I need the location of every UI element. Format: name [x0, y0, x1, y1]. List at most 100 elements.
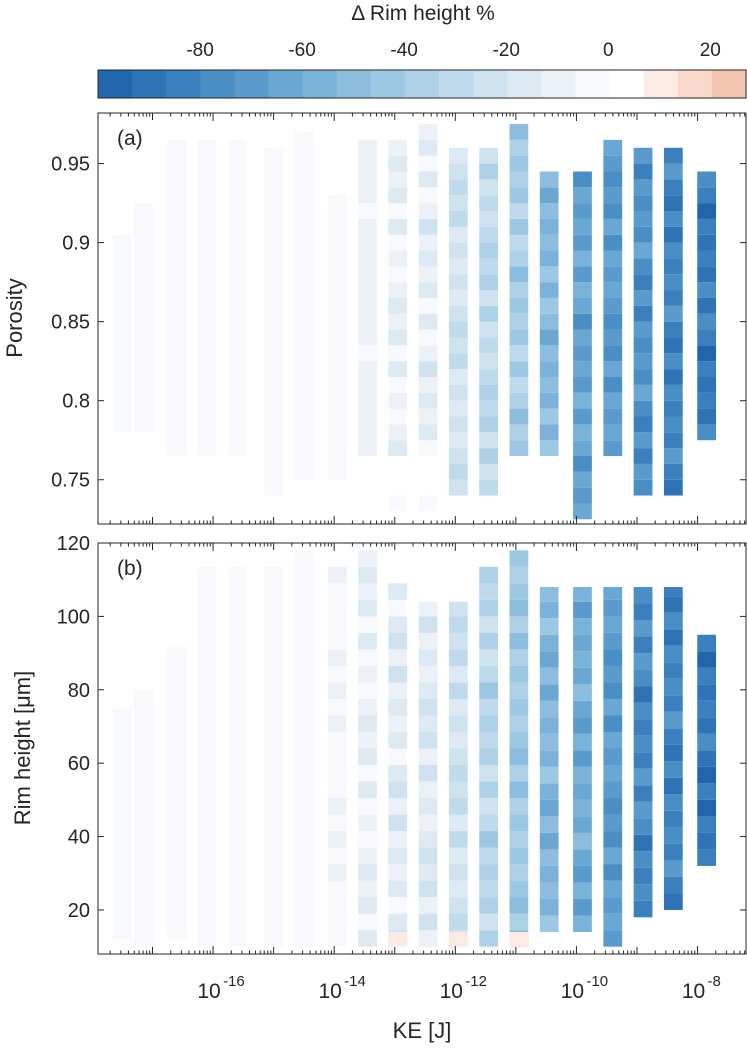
panel-a-heatmap-cell	[479, 305, 499, 322]
panel-a-heatmap-cell	[134, 242, 153, 259]
panel-b-heatmap-cell	[294, 814, 314, 832]
panel-a-heatmap-cell	[227, 297, 247, 314]
panel-a-heatmap-cell	[134, 258, 153, 275]
panel-b-heatmap-cell	[358, 616, 377, 633]
panel-b-heatmap-cell	[294, 864, 314, 881]
panel-a-heatmap-cell	[264, 463, 284, 480]
panel-b-heatmap-cell	[448, 682, 468, 699]
panel-a-heatmap-cell	[539, 218, 559, 235]
panel-a-heatmap-cell	[448, 195, 468, 212]
panel-b-heatmap-cell	[227, 897, 247, 914]
panel-a-heatmap-cell	[603, 376, 623, 393]
panel-a-heatmap-cell	[479, 416, 499, 433]
panel-b-heatmap-cell	[418, 913, 438, 931]
panel-b-heatmap-cell	[573, 832, 592, 850]
panel-a-heatmap-cell	[167, 218, 187, 235]
panel-a-heatmap-cell	[264, 242, 284, 259]
panel-b-heatmap-cell	[479, 566, 499, 584]
panel-a-heatmap-cell	[663, 290, 683, 306]
panel-a-heatmap-cell	[509, 266, 529, 283]
panel-a-heatmap-cell	[358, 408, 377, 425]
panel-b-heatmap-cell	[663, 678, 683, 696]
panel-a-heatmap-cell	[418, 187, 438, 204]
panel-b-heatmap-cell	[197, 715, 217, 732]
panel-b-heatmap-cell	[448, 831, 468, 848]
panel-a-heatmap-cell	[227, 440, 247, 457]
panel-b-heatmap-cell	[227, 632, 247, 650]
panel-a-heatmap-cell	[418, 139, 438, 156]
panel-b-heatmap-cell	[294, 831, 314, 848]
x-tick-label: 10	[682, 980, 705, 1003]
panel-a-heatmap-cell	[264, 321, 284, 338]
panel-b-heatmap-cell	[197, 566, 217, 584]
panel-a-heatmap-cell	[264, 290, 284, 306]
panel-a-heatmap-cell	[603, 282, 623, 298]
panel-b-heatmap-cell	[697, 783, 717, 800]
panel-b-heatmap-cell	[358, 814, 377, 832]
panel-b-heatmap-cell	[509, 632, 529, 650]
panel-a-heatmap-cell	[112, 242, 132, 259]
panel-a-heatmap-cell	[327, 290, 347, 306]
panel-a-heatmap-cell	[358, 282, 377, 298]
panel-a-heatmap-cell	[327, 195, 347, 212]
panel-a-heatmap-cell	[603, 361, 623, 377]
panel-b-heatmap-cell	[112, 840, 132, 857]
panel-a-heatmap-cell	[448, 179, 468, 196]
panel-b-heatmap-cell	[573, 766, 592, 784]
panel-a-heatmap-cell	[358, 392, 377, 409]
panel-b-heatmap-cell	[509, 566, 529, 584]
panel-a-heatmap-cell	[697, 282, 717, 298]
panel-a-heatmap-cell	[112, 321, 132, 338]
panel-a-heatmap-cell	[663, 258, 683, 275]
panel-b-heatmap-cell	[663, 662, 683, 679]
panel-b-heatmap-cell	[663, 860, 683, 877]
panel-b-heatmap-cell	[197, 897, 217, 914]
panel-a-heatmap-cell	[112, 353, 132, 370]
panel-b-heatmap-cell	[358, 566, 377, 584]
panel-a-heatmap-cell	[388, 376, 408, 393]
panel-b-heatmap-cell	[227, 649, 247, 666]
panel-a-heatmap-cell	[509, 203, 529, 219]
panel-b-heatmap-cell	[663, 645, 683, 663]
panel-a-heatmap-cell	[134, 400, 153, 417]
panel-a-heatmap-cell	[418, 218, 438, 235]
panel-b-heatmap-cell	[264, 930, 284, 947]
panel-a-heatmap-cell	[663, 147, 683, 164]
panel-b-heatmap-cell	[418, 698, 438, 716]
panel-b-heatmap-cell	[327, 765, 347, 782]
panel-a-heatmap-cell	[697, 392, 717, 409]
panel-b-heatmap-cell	[479, 682, 499, 699]
panel-b-heatmap-cell	[294, 599, 314, 617]
panel-b-heatmap-cell	[327, 831, 347, 848]
panel-b-heatmap-cell	[663, 876, 683, 894]
panel-b-heatmap-cell	[509, 814, 529, 832]
panel-b-heatmap-cell	[134, 781, 153, 799]
panel-a-heatmap-cell	[358, 329, 377, 346]
panel-b-heatmap-cell	[448, 616, 468, 633]
panel-b-heatmap-cell	[358, 682, 377, 699]
panel-a-heatmap-cell	[663, 353, 683, 370]
panel-b-heatmap-cell	[603, 616, 623, 633]
panel-a-heatmap-cell	[418, 313, 438, 330]
panel-a-heatmap-cell	[697, 218, 717, 235]
panel-a-heatmap-cell	[479, 321, 499, 338]
panel-b-heatmap-cell	[663, 810, 683, 828]
panel-a-heatmap-cell	[633, 274, 653, 291]
panel-a-heatmap-cell	[167, 329, 187, 346]
panel-a-heatmap-cell	[697, 171, 717, 188]
panel-b-heatmap-cell	[479, 748, 499, 766]
panel-a-heatmap-cell	[112, 384, 132, 401]
panel-a-heatmap-cell	[697, 376, 717, 393]
panel-b-heatmap-cell	[388, 897, 408, 914]
panel-b-heatmap-cell	[388, 765, 408, 782]
colorbar-cell	[166, 70, 201, 98]
panel-a-heatmap-cell	[603, 171, 623, 188]
panel-b-heatmap-cell	[479, 831, 499, 848]
panel-b-heatmap-cell	[358, 831, 377, 848]
panel-a-heatmap-cell	[327, 353, 347, 370]
panel-a-heatmap-cell	[663, 416, 683, 433]
panel-b-heatmap-cell	[358, 649, 377, 666]
panel-b-heatmap-cell	[509, 731, 529, 749]
panel-b-heatmap-cell	[197, 814, 217, 832]
panel-b-heatmap-cell	[327, 814, 347, 832]
